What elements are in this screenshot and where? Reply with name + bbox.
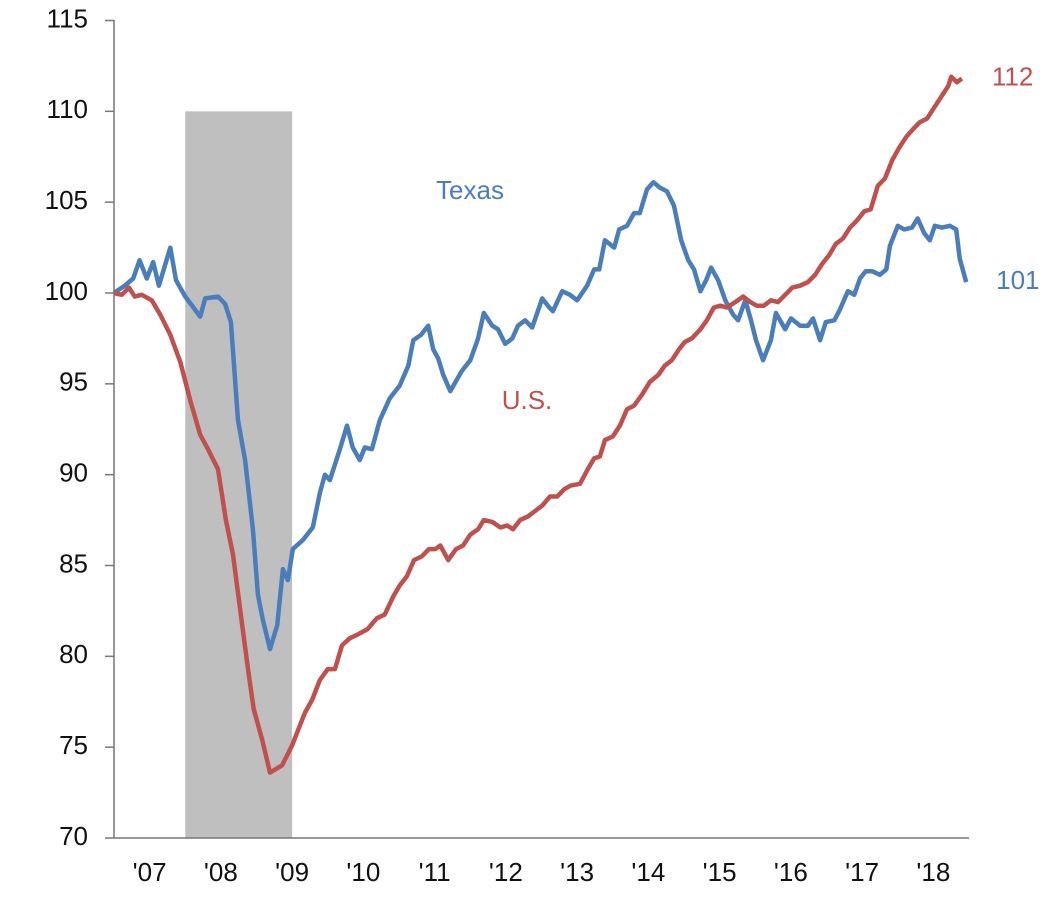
series-line xyxy=(113,74,964,775)
x-tick-label: '13 xyxy=(560,857,594,887)
x-tick-label: '07 xyxy=(133,857,167,887)
y-tick-label: 110 xyxy=(47,94,88,124)
y-tick-label: 100 xyxy=(45,276,88,306)
x-tick-label: '16 xyxy=(774,857,808,887)
x-tick-label: '15 xyxy=(703,857,737,887)
y-tick-label: 115 xyxy=(47,3,88,33)
y-tick-label: 90 xyxy=(59,458,88,488)
x-tick-label: '10 xyxy=(346,857,380,887)
x-tick-label: '17 xyxy=(845,857,879,887)
background-layer xyxy=(185,111,293,839)
x-tick-label: '08 xyxy=(204,857,238,887)
recession-band xyxy=(185,111,293,839)
y-tick-label: 70 xyxy=(59,821,88,851)
end-label: 101 xyxy=(996,265,1039,295)
y-tick-label: 80 xyxy=(59,639,88,669)
x-tick-label: '09 xyxy=(275,857,309,887)
y-tick-label: 95 xyxy=(59,367,88,397)
x-tick-label: '12 xyxy=(489,857,523,887)
y-tick-label: 105 xyxy=(45,185,88,215)
series-name: U.S. xyxy=(502,385,553,415)
series-line xyxy=(112,179,969,652)
y-tick-label: 85 xyxy=(59,548,88,578)
x-tick-label: '11 xyxy=(419,857,451,887)
y-tick-label: 75 xyxy=(59,730,88,760)
x-tick-label: '18 xyxy=(916,857,950,887)
end-label: 112 xyxy=(992,62,1033,92)
series-name: Texas xyxy=(436,175,504,205)
x-tick-label: '14 xyxy=(631,857,665,887)
